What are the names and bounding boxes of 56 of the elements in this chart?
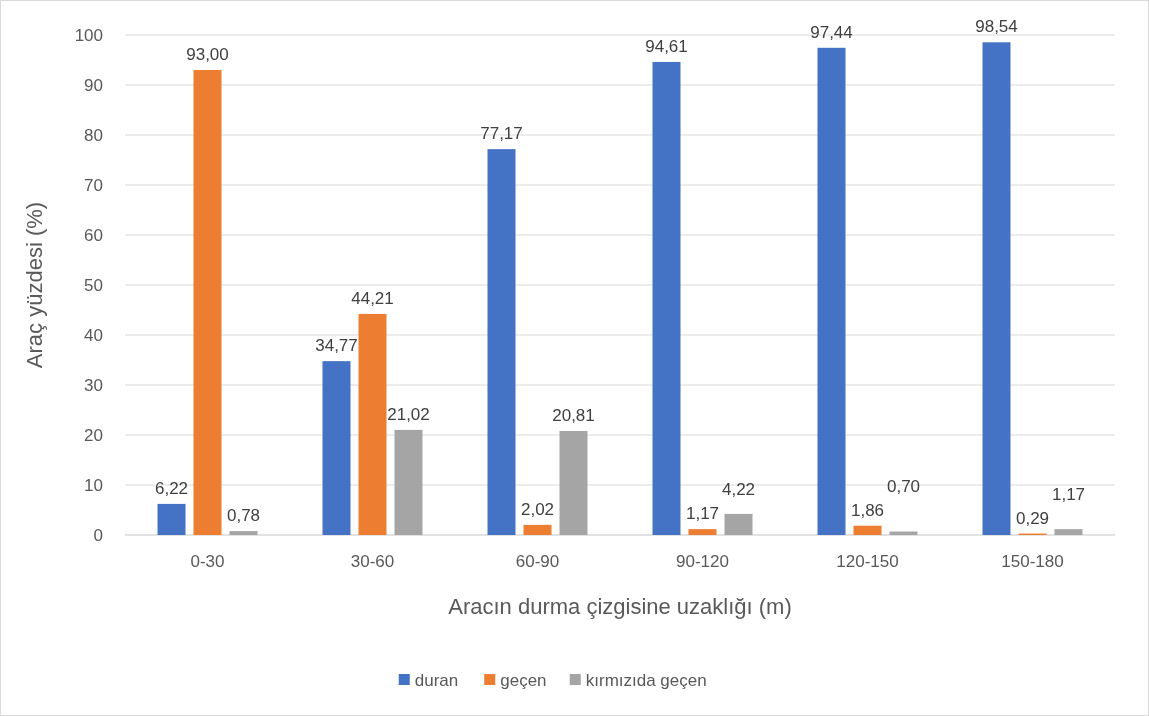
bar [559, 430, 588, 535]
bar [853, 525, 882, 535]
data-label: 1,86 [850, 500, 885, 520]
bar [982, 42, 1011, 535]
bar [817, 47, 846, 535]
x-tick-label: 60-90 [515, 552, 560, 571]
y-tick-label: 70 [84, 175, 103, 195]
bar [652, 61, 681, 535]
y-tick-label: 100 [74, 25, 103, 45]
y-tick-label: 20 [84, 425, 103, 445]
legend-label: kırmızıda geçen [585, 670, 707, 690]
data-label: 6,22 [154, 478, 189, 498]
bar [523, 524, 552, 535]
y-tick-label: 80 [84, 125, 103, 145]
data-label: 34,77 [315, 336, 358, 356]
data-label: 0,78 [226, 506, 261, 526]
bar [1054, 529, 1083, 535]
x-tick-label: 120-150 [836, 552, 899, 571]
x-axis-title: Aracın durma çizgisine uzaklığı (m) [448, 594, 792, 619]
data-label: 97,44 [810, 22, 853, 42]
data-label: 93,00 [186, 45, 229, 64]
data-label: 20,81 [552, 405, 595, 425]
bar [724, 513, 753, 535]
y-axis-title: Araç yüzdesi (%) [22, 201, 47, 369]
data-label: 94,61 [645, 36, 688, 56]
x-tick-label: 0-30 [190, 552, 225, 571]
y-tick-label: 50 [84, 275, 103, 295]
data-label: 44,21 [351, 288, 394, 308]
y-tick-label: 30 [84, 375, 103, 395]
legend-label: duran [414, 670, 459, 690]
data-label: 98,54 [975, 17, 1018, 37]
data-label: 21,02 [387, 404, 430, 424]
bar [322, 361, 351, 535]
bar [487, 149, 516, 535]
x-tick-label: 90-120 [676, 552, 729, 571]
data-label: 0,70 [886, 476, 921, 496]
bar [394, 429, 423, 535]
data-label: 1,17 [1051, 484, 1086, 504]
y-tick-label: 10 [84, 475, 103, 495]
x-tick-label: 150-180 [1001, 552, 1064, 571]
y-tick-label: 40 [84, 325, 103, 345]
y-tick-label: 60 [84, 225, 103, 245]
bar [229, 531, 258, 535]
data-label: 4,22 [721, 480, 756, 500]
bar [358, 313, 387, 535]
bar [193, 70, 222, 535]
data-label: 0,29 [1015, 508, 1050, 528]
legend-label: geçen [500, 670, 547, 690]
data-label: 77,17 [480, 124, 523, 144]
data-label: 1,17 [685, 504, 720, 524]
x-tick-label: 30-60 [350, 552, 395, 571]
y-tick-label: 90 [84, 75, 103, 95]
y-tick-label: 0 [93, 525, 103, 545]
bar [688, 529, 717, 535]
bar [157, 503, 186, 535]
data-label: 2,02 [520, 499, 555, 519]
